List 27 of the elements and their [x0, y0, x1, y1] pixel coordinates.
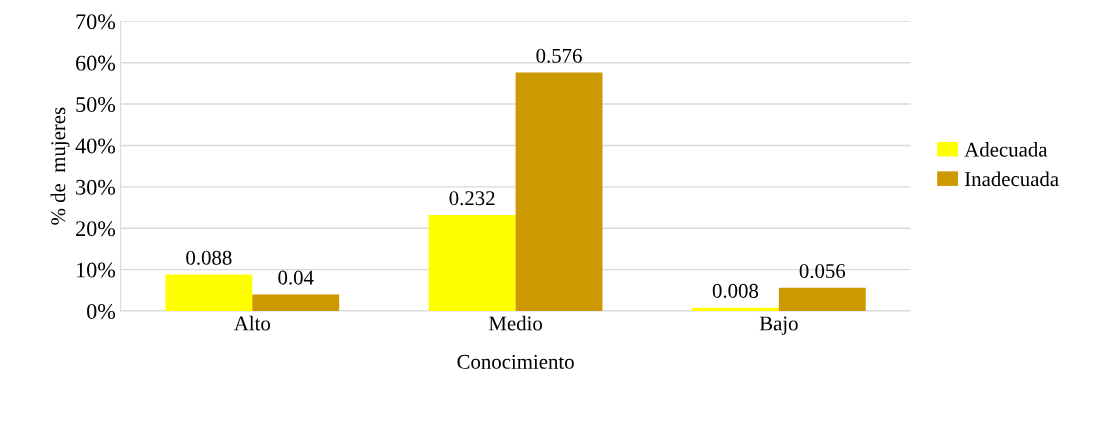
- bar: [252, 294, 340, 311]
- y-tick-label: 20%: [76, 221, 116, 237]
- x-tick-label: Medio: [488, 315, 542, 331]
- y-axis-title: % de mujeres: [50, 107, 70, 225]
- bar: [691, 307, 779, 311]
- bar: [778, 287, 866, 311]
- y-tick-label: 60%: [76, 55, 116, 71]
- data-label: 0.008: [712, 283, 759, 298]
- y-tick-label: 40%: [75, 138, 116, 154]
- y-tick-label: 70%: [76, 14, 116, 30]
- data-label: 0.576: [536, 48, 582, 63]
- data-label: 0.056: [799, 263, 846, 279]
- y-tick-label: 0%: [87, 303, 116, 319]
- y-tick-label: 10%: [77, 262, 116, 278]
- y-tick-label: 50%: [76, 97, 116, 113]
- data-label: 0.232: [449, 191, 495, 206]
- data-label: 0.04: [278, 270, 314, 285]
- legend-label: Adecuada: [964, 142, 1048, 157]
- x-tick-label: Bajo: [759, 316, 798, 335]
- bar: [515, 72, 603, 311]
- x-tick-label: Alto: [234, 315, 271, 331]
- bar: [428, 214, 516, 311]
- y-tick-label: 30%: [76, 179, 116, 195]
- x-axis-title: Conocimiento: [457, 354, 574, 369]
- legend-label: Inadecuada: [964, 171, 1059, 187]
- bar: [165, 274, 253, 311]
- data-label: 0.088: [186, 250, 232, 265]
